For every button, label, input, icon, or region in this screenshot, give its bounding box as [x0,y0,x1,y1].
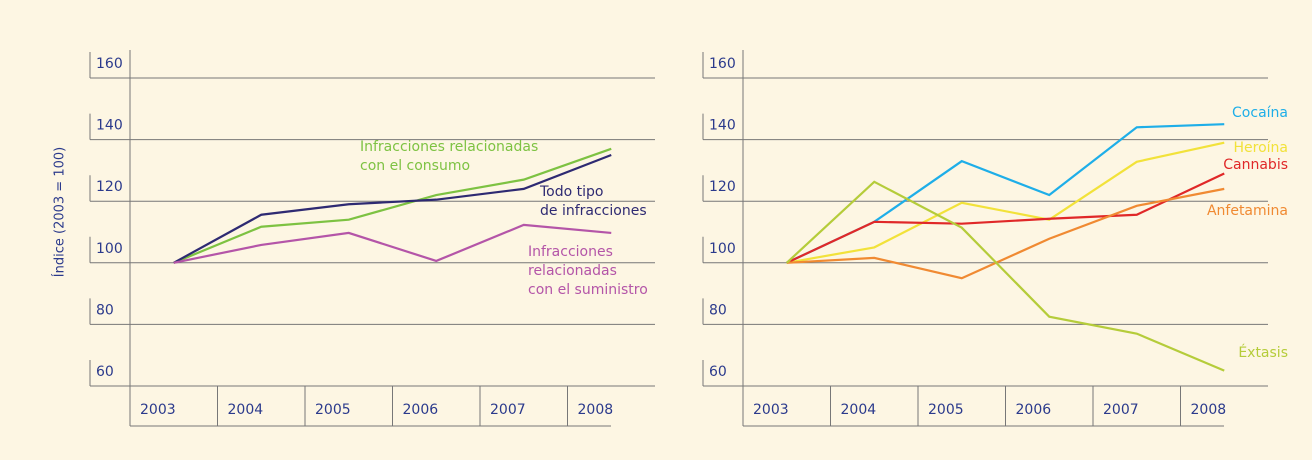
x-tick-label: 2008 [578,402,614,418]
series-label: Cocaína [1232,105,1288,121]
series-line [173,147,612,264]
x-tick-label: 2006 [1016,402,1052,418]
x-tick-label: 2005 [315,402,351,418]
y-tick-label: 160 [709,56,736,72]
y-tick-label: 160 [96,56,123,72]
y-tick-label: 120 [709,179,736,195]
series-line [786,172,1225,264]
y-tick-label: 140 [96,118,123,134]
y-tick-label: 80 [709,302,727,318]
y-tick-label: 100 [96,241,123,257]
y-tick-label: 80 [96,302,114,318]
y-tick-label: 120 [96,179,123,195]
series-label: Anfetamina [1206,203,1288,219]
x-tick-label: 2003 [753,402,789,418]
series-label: Heroína [1233,140,1289,156]
series-line [786,141,1225,264]
x-tick-label: 2008 [1191,402,1227,418]
x-tick-label: 2003 [140,402,176,418]
y-tick-label: 140 [709,118,736,134]
x-tick-label: 2007 [1103,402,1139,418]
series-line [786,187,1225,280]
series-line [786,123,1225,264]
y-tick-label: 60 [709,364,727,380]
series-label: Cannabis [1223,157,1288,173]
y-axis-label: Índice (2003 = 100) [52,147,68,277]
series-line [173,223,612,264]
series-label: Infracciones relacionadas con el consumo [360,139,539,174]
x-tick-label: 2006 [403,402,439,418]
y-tick-label: 60 [96,364,114,380]
x-tick-label: 2004 [228,402,264,418]
x-tick-label: 2005 [928,402,964,418]
x-tick-label: 2004 [841,402,877,418]
series-label: Infracciones relacionadas con el suminis… [528,244,648,298]
x-tick-label: 2007 [490,402,526,418]
series-line [786,180,1225,372]
series-label: Éxtasis [1238,345,1288,361]
series-line [173,153,612,264]
series-label: Todo tipo de infracciones [540,184,647,219]
y-tick-label: 100 [709,241,736,257]
